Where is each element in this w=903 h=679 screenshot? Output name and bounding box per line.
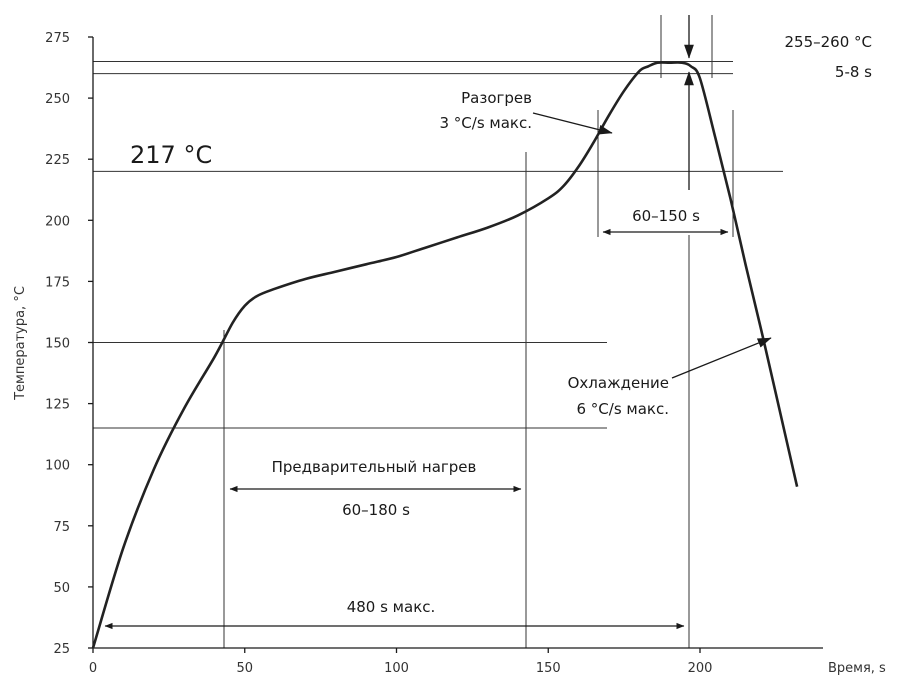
heating-rate-label: 3 °C/s макс. [439,114,532,132]
reference-lines [93,15,783,648]
above-liquidus-time-label: 60–150 s [632,207,700,225]
x-tick-label: 100 [384,661,409,676]
y-tick-label: 100 [45,459,70,474]
y-tick-label: 150 [45,337,70,352]
x-tick-label: 150 [536,661,561,676]
reflow-profile-line [91,61,799,649]
preheat-time-label: 60–180 s [342,501,410,519]
y-tick-label: 250 [45,92,70,107]
peak-temperature-label: 255–260 °C [784,33,872,51]
y-tick-label: 125 [45,398,70,413]
y-tick-label: 25 [53,642,70,657]
y-tick-label: 175 [45,275,70,290]
heating-pointer-arrow [532,112,613,135]
y-tick-label: 275 [45,31,70,46]
cooling-label: Охлаждение [568,374,669,392]
y-tick-label: 75 [53,520,70,535]
x-tick-label: 200 [688,661,713,676]
x-axis-title: Время, s [828,661,886,676]
heating-label: Разогрев [461,89,532,107]
y-tick-label: 50 [53,581,70,596]
x-tick-label: 0 [89,661,97,676]
y-tick-label: 225 [45,153,70,168]
preheat-label: Предварительный нагрев [272,458,477,476]
axes [88,36,823,653]
annotation-arrows [104,15,772,630]
x-tick-label: 50 [236,661,253,676]
y-axis-title: Температура, °C [13,286,28,401]
profile-curve-layer [91,61,799,649]
liquidus-label: 217 °C [130,141,212,169]
peak-time-label: 5-8 s [835,63,872,81]
total-time-label: 480 s макс. [347,598,436,616]
y-tick-label: 200 [45,214,70,229]
tick-labels: 25 50 75 100 125 150 175 200 225 250 275 0 50 100 150 2… [45,31,712,676]
cooling-pointer-arrow [671,337,772,379]
cooling-rate-label: 6 °C/s макс. [576,400,669,418]
